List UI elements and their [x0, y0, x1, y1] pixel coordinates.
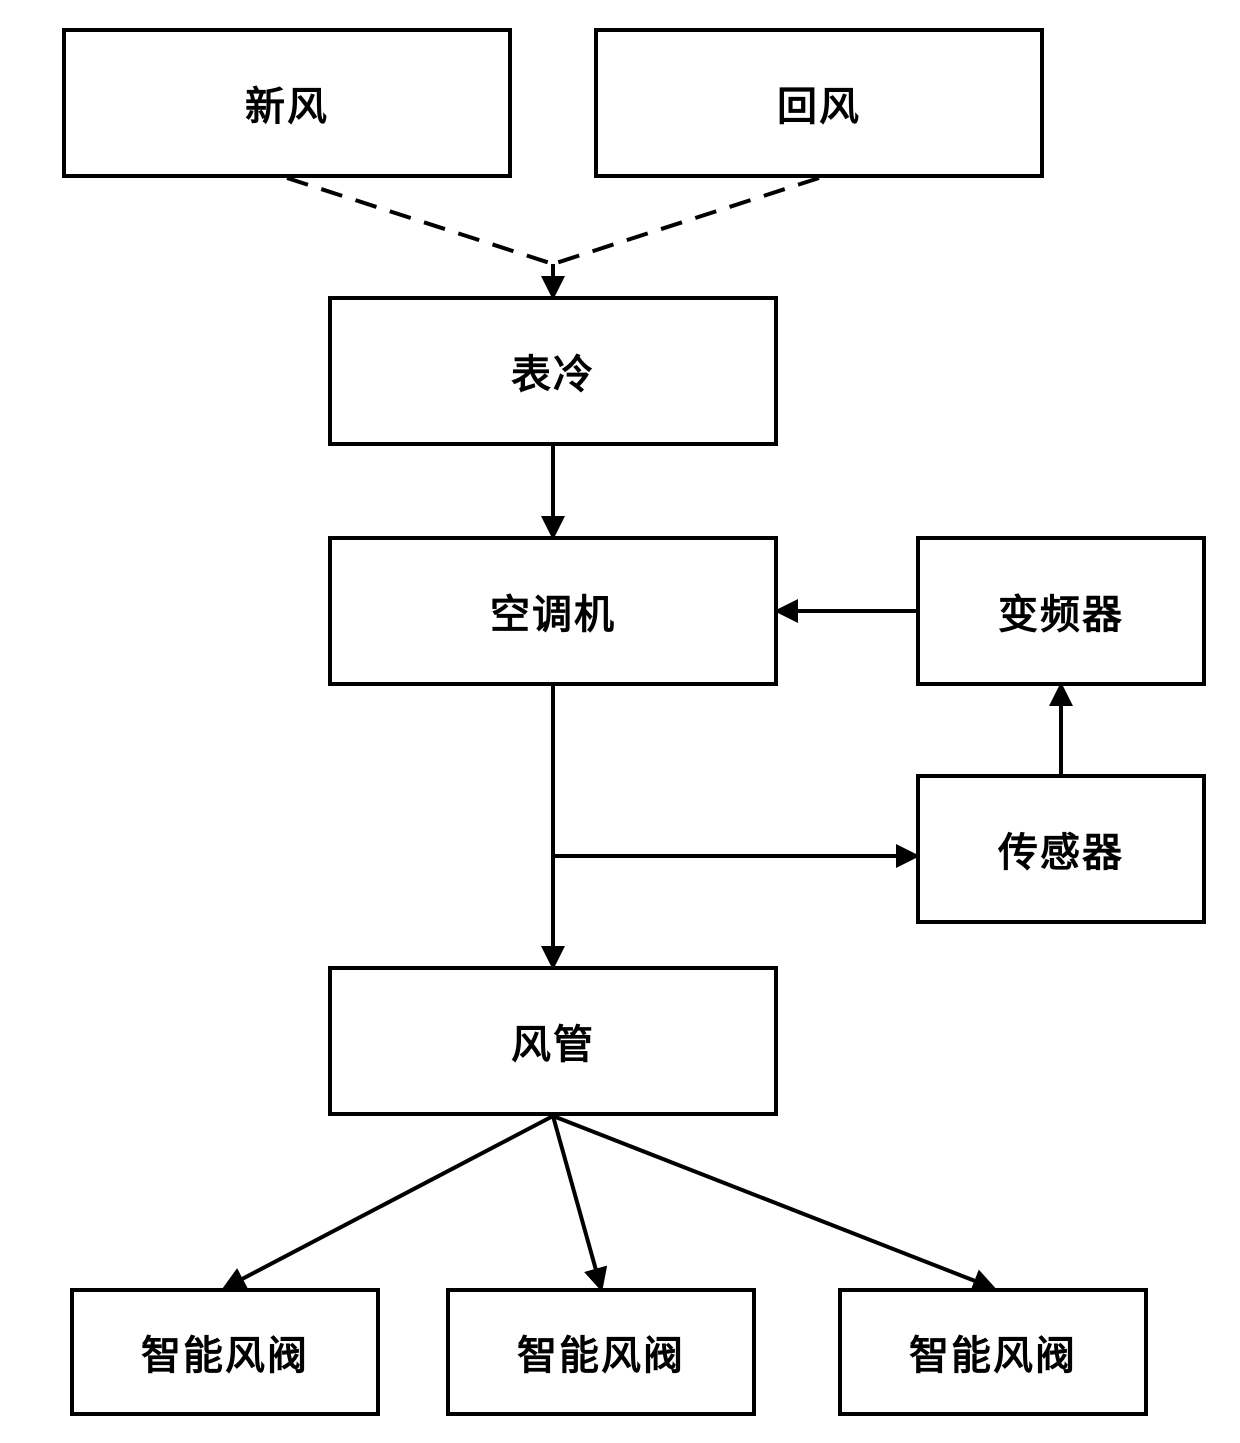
- node-ac-unit: 空调机: [328, 536, 778, 686]
- node-inverter: 变频器: [916, 536, 1206, 686]
- edge-duct-to-valve2: [553, 1116, 601, 1288]
- node-sensor: 传感器: [916, 774, 1206, 924]
- node-label: 智能风阀: [909, 1323, 1077, 1381]
- edge-duct-to-valve3: [553, 1116, 993, 1288]
- node-label: 风管: [511, 1012, 595, 1070]
- node-cooling: 表冷: [328, 296, 778, 446]
- edges-overlay: [0, 0, 1240, 1443]
- node-valve-1: 智能风阀: [70, 1288, 380, 1416]
- node-duct: 风管: [328, 966, 778, 1116]
- edge-return-air-to-cooling: [553, 178, 819, 264]
- node-label: 智能风阀: [141, 1323, 309, 1381]
- node-label: 新风: [245, 74, 329, 132]
- node-valve-3: 智能风阀: [838, 1288, 1148, 1416]
- node-label: 传感器: [998, 820, 1124, 878]
- node-label: 表冷: [511, 342, 595, 400]
- node-return-air: 回风: [594, 28, 1044, 178]
- node-label: 变频器: [998, 582, 1124, 640]
- node-fresh-air: 新风: [62, 28, 512, 178]
- edge-duct-to-valve1: [225, 1116, 553, 1288]
- node-label: 回风: [777, 74, 861, 132]
- node-label: 智能风阀: [517, 1323, 685, 1381]
- node-label: 空调机: [490, 582, 616, 640]
- edge-fresh-air-to-cooling: [287, 178, 553, 264]
- node-valve-2: 智能风阀: [446, 1288, 756, 1416]
